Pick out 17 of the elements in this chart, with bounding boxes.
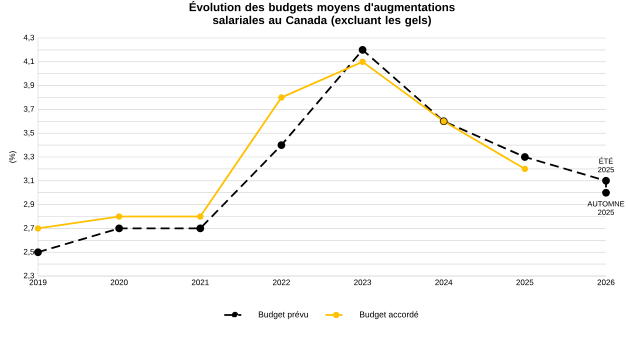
chart-title: Évolution des budgets moyens d'augmentations salariales au Canada (excluant les gels): [190, 0, 455, 26]
point: [34, 225, 42, 232]
legend-label: Budget prévu: [258, 311, 308, 320]
point: [522, 166, 528, 172]
point: [520, 153, 529, 161]
point: [34, 248, 42, 256]
point: [196, 224, 204, 232]
point: [358, 46, 366, 54]
point: [359, 58, 366, 65]
point: [278, 141, 286, 149]
legend-label: Budget accordé: [360, 311, 418, 320]
point: [115, 224, 124, 232]
point: [116, 213, 122, 220]
point: [602, 188, 610, 197]
point: [602, 176, 610, 185]
point: [197, 213, 204, 220]
point: [278, 94, 285, 101]
